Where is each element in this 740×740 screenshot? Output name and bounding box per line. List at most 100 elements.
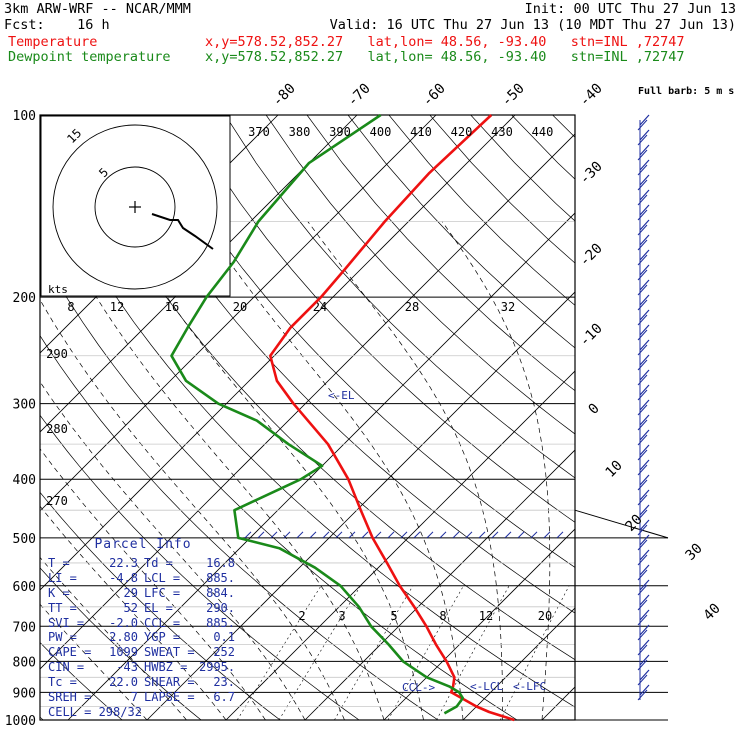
isotherm-line <box>146 291 575 720</box>
parcel-info-cell: -43 <box>116 660 138 675</box>
mixing-ratio-label: 8 <box>439 609 446 623</box>
isotherm-label: -70 <box>345 81 374 110</box>
wind-barb <box>639 519 650 531</box>
wind-barb <box>637 479 648 491</box>
wind-barb <box>637 164 648 176</box>
wind-barb-tick <box>517 531 525 539</box>
parcel-info-cell: 885. <box>206 615 235 630</box>
wind-barb <box>637 209 648 221</box>
isotherm-label: -10 <box>577 321 606 350</box>
thetae-label: 430 <box>491 125 513 139</box>
wind-barb <box>637 674 648 686</box>
wind-barb <box>637 359 648 371</box>
wind-barb <box>639 594 650 606</box>
wind-barb-tick <box>348 531 356 539</box>
parcel-info-cell: HWBZ = <box>144 660 188 675</box>
pressure-tick-label: 900 <box>13 686 36 701</box>
parcel-info-cell: 22.3 <box>109 555 138 570</box>
level-annotation: <-EL <box>328 389 355 402</box>
parcel-info-cell: -2.0 <box>109 615 138 630</box>
dry-adiabat <box>224 115 575 479</box>
wind-barb <box>639 444 650 456</box>
wind-barb <box>639 294 650 306</box>
parcel-info-box: Parcel Info T = 22.3 Td = 16.8 LI = -4.8 LCL =… <box>48 537 238 728</box>
parcel-info-cell: LCL = <box>144 570 181 585</box>
parcel-info-row: T = 22.3 Td = 16.8 <box>48 556 238 571</box>
thetae-label: 390 <box>329 125 351 139</box>
wind-barb <box>639 489 650 501</box>
hodograph-ring <box>94 166 176 248</box>
parcel-info-cell: T = <box>48 555 70 570</box>
parcel-info-cell: LFC = <box>144 585 181 600</box>
parcel-info-cell: SWEAT = <box>144 645 195 660</box>
parcel-info-cell: 29 <box>123 585 138 600</box>
plot-frame <box>39 114 576 721</box>
wind-barb <box>637 119 648 131</box>
wind-barb-tick <box>296 531 304 539</box>
hodograph-speed-label: 12 <box>110 300 124 314</box>
parcel-info-cell: 1099 <box>109 645 138 660</box>
wind-barb <box>639 624 650 636</box>
parcel-info-cell: 22.0 <box>109 675 138 690</box>
parcel-info-row: LI = -4.8 LCL = 885. <box>48 571 238 586</box>
dry-adiabat <box>675 115 740 720</box>
wind-barb <box>639 129 650 141</box>
moist-adiabat <box>40 448 266 720</box>
mixing-ratio-line <box>334 585 414 720</box>
thetae-label: 440 <box>532 125 554 139</box>
wind-barb <box>639 234 650 246</box>
parcel-info-row: PW = 2.80 YGP = 0.1 <box>48 630 238 645</box>
parcel-info-cell: YGP = <box>144 630 181 645</box>
wind-barb <box>637 509 648 521</box>
hodograph-speed-label: 28 <box>405 300 419 314</box>
hodograph-trace <box>151 213 214 250</box>
parcel-info-cell: SVI = <box>48 615 85 630</box>
parcel-info-cell: EL = <box>144 600 173 615</box>
wind-barb <box>637 644 648 656</box>
wind-barb <box>637 614 648 626</box>
dry-adiabat <box>388 115 575 306</box>
wind-barb <box>637 419 648 431</box>
wind-barb <box>637 629 648 641</box>
parcel-info-cell: -4.8 <box>109 570 138 585</box>
parcel-info-cell: 23. <box>213 675 235 690</box>
wind-barb <box>637 314 648 326</box>
isotherm-label: 10 <box>603 458 626 481</box>
wind-barb-tick <box>530 531 538 539</box>
parcel-info-cell: SREH = <box>48 690 92 705</box>
model-title: 3km ARW-WRF -- NCAR/MMM <box>4 1 191 17</box>
dry-adiabat <box>470 115 575 222</box>
temperature-legend-info: x,y=578.52,852.27 lat,lon= 48.56, -93.40… <box>205 34 685 50</box>
isotherm-label: -40 <box>577 81 606 110</box>
wind-barb-tick <box>335 531 343 539</box>
moist-adiabat <box>119 221 424 720</box>
pressure-tick-label: 300 <box>13 398 36 413</box>
wind-barb <box>639 174 650 186</box>
parcel-info-cell: 885. <box>206 570 235 585</box>
wind-barb <box>639 249 650 261</box>
wind-barb-tick <box>322 531 330 539</box>
isotherm-line <box>40 133 575 670</box>
thetae-label: 400 <box>370 125 392 139</box>
wind-barb <box>639 639 650 651</box>
theta-label: 280 <box>46 422 68 436</box>
pressure-tick-label: 100 <box>13 109 36 124</box>
hodograph-kts-label: kts <box>48 283 68 296</box>
dry-adiabat <box>306 115 575 392</box>
parcel-info-cell: LAPSE = <box>144 690 195 705</box>
moist-adiabat <box>40 603 148 720</box>
parcel-info-cell: 2995. <box>199 660 236 675</box>
dewpoint-profile <box>170 113 465 715</box>
isotherm-line <box>40 115 358 433</box>
parcel-info-cell: 252 <box>213 645 235 660</box>
isotherm-line <box>225 370 575 720</box>
parcel-info-cell: Td = <box>144 555 173 570</box>
wind-barb <box>639 204 650 216</box>
parcel-info-cell: TT = <box>48 600 77 615</box>
parcel-info-cell: 6.7 <box>213 690 235 705</box>
mixing-ratio-label: 20 <box>538 609 552 623</box>
mixing-ratio-line <box>387 585 464 720</box>
isotherm-line <box>700 115 740 720</box>
wind-barb <box>639 264 650 276</box>
theta-label: 270 <box>46 494 68 508</box>
